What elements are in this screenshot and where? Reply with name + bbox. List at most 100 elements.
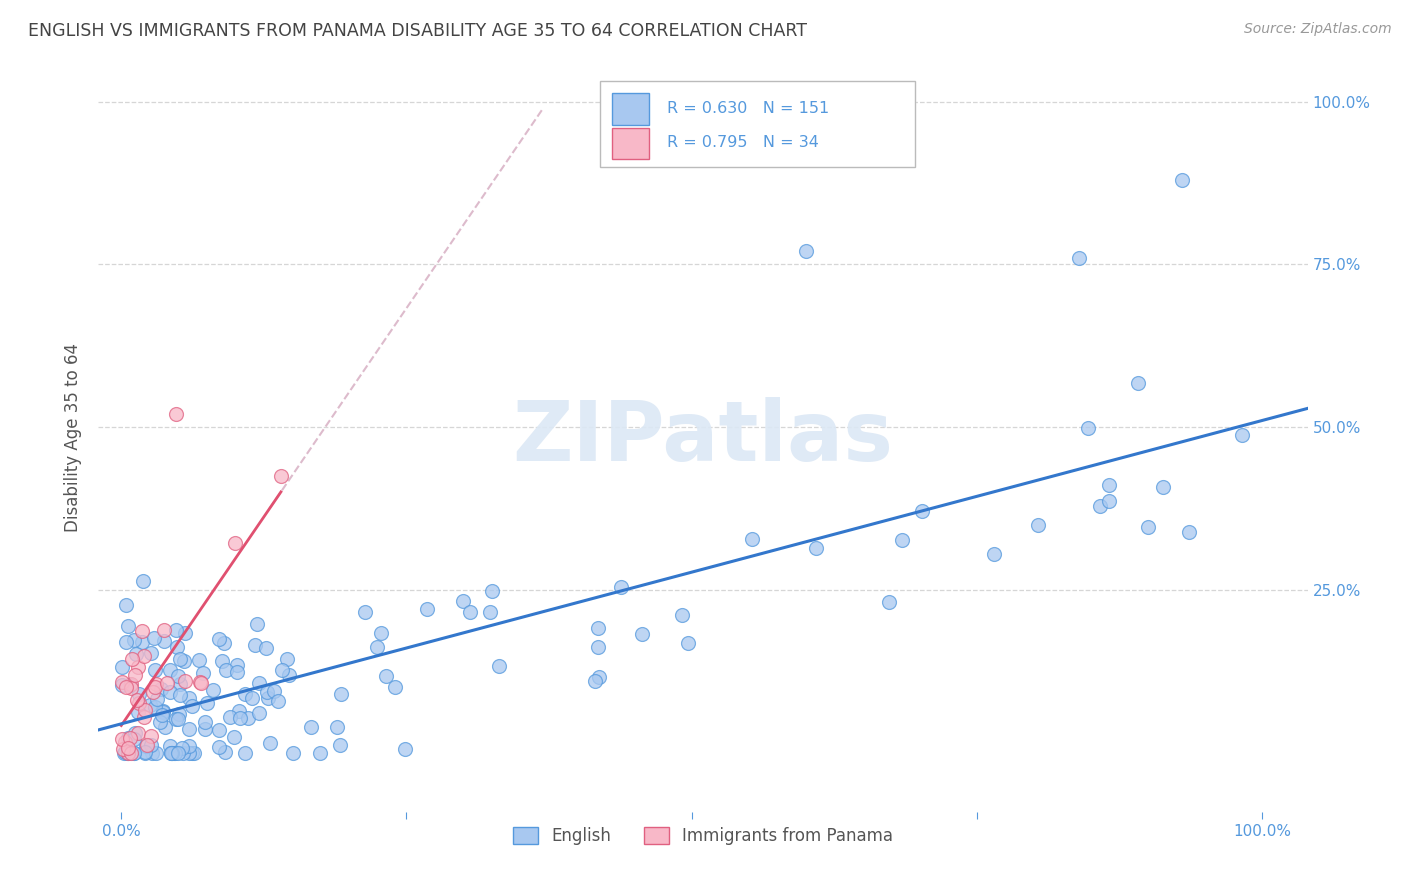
Point — [165, 623, 187, 637]
Point — [165, 746, 187, 760]
Point — [111, 741, 134, 756]
Point — [246, 616, 269, 631]
Point — [177, 739, 200, 754]
Point — [153, 623, 176, 637]
Point — [276, 652, 298, 666]
Point — [211, 654, 233, 668]
Point — [183, 746, 205, 760]
Point — [131, 624, 153, 638]
Point — [142, 631, 165, 645]
Point — [229, 711, 252, 725]
Point — [247, 676, 270, 690]
Point — [128, 687, 150, 701]
Text: ZIPatlas: ZIPatlas — [513, 397, 893, 477]
Point — [167, 706, 190, 721]
Point — [156, 675, 179, 690]
Point — [194, 722, 217, 736]
Point — [165, 407, 187, 421]
Point — [159, 663, 181, 677]
Point — [177, 746, 200, 760]
Point — [588, 640, 610, 655]
Point — [127, 659, 149, 673]
Point — [139, 646, 162, 660]
Point — [170, 741, 193, 756]
Point — [143, 663, 166, 677]
Point — [134, 703, 156, 717]
Point — [233, 687, 256, 701]
Point — [671, 608, 693, 623]
Point — [117, 746, 139, 760]
Point — [208, 740, 231, 755]
Point — [163, 746, 186, 760]
Point — [141, 746, 163, 760]
Y-axis label: Disability Age 35 to 64: Disability Age 35 to 64 — [65, 343, 83, 532]
Point — [1026, 517, 1049, 532]
Point — [794, 244, 817, 259]
Point — [167, 746, 190, 760]
Point — [384, 681, 406, 695]
Point — [117, 619, 139, 633]
Point — [1077, 421, 1099, 435]
Point — [115, 634, 138, 648]
Point — [219, 709, 242, 723]
Point — [267, 694, 290, 708]
Point — [169, 688, 191, 702]
Point — [145, 677, 167, 691]
Point — [120, 746, 142, 760]
Point — [160, 746, 183, 760]
Point — [172, 746, 194, 760]
Point — [188, 675, 211, 690]
Point — [214, 745, 236, 759]
Point — [120, 678, 142, 692]
Point — [114, 735, 136, 749]
Point — [309, 746, 332, 760]
Point — [111, 675, 134, 690]
Point — [1069, 251, 1091, 265]
Legend: English, Immigrants from Panama: English, Immigrants from Panama — [506, 821, 900, 852]
Point — [146, 692, 169, 706]
Point — [115, 599, 138, 613]
Point — [149, 714, 172, 729]
Point — [167, 712, 190, 726]
Point — [326, 720, 349, 734]
Text: Source: ZipAtlas.com: Source: ZipAtlas.com — [1244, 22, 1392, 37]
Point — [128, 696, 150, 710]
Point — [121, 652, 143, 666]
Point — [194, 714, 217, 729]
Point — [610, 580, 633, 594]
Point — [193, 666, 215, 681]
Point — [117, 740, 139, 755]
Point — [1171, 172, 1194, 186]
Point — [145, 746, 167, 760]
Point — [132, 710, 155, 724]
Point — [270, 469, 292, 483]
Point — [236, 711, 259, 725]
Point — [228, 704, 250, 718]
Point — [479, 605, 502, 619]
Point — [152, 705, 174, 719]
Point — [160, 746, 183, 760]
Point — [180, 746, 202, 760]
Point — [190, 675, 212, 690]
Point — [259, 736, 281, 750]
Point — [111, 731, 134, 746]
Point — [678, 636, 700, 650]
Point — [120, 677, 142, 691]
Point — [195, 696, 218, 710]
Point — [131, 634, 153, 648]
Point — [1088, 500, 1111, 514]
Point — [150, 708, 173, 723]
Point — [263, 684, 285, 698]
Point — [1153, 480, 1175, 494]
Point — [911, 503, 934, 517]
Point — [271, 663, 294, 677]
Point — [127, 705, 149, 719]
Point — [125, 647, 148, 661]
Point — [458, 606, 481, 620]
Point — [124, 668, 146, 682]
Point — [877, 594, 900, 608]
Point — [132, 649, 155, 664]
Point — [132, 574, 155, 588]
Point — [166, 640, 188, 654]
Point — [139, 729, 162, 743]
